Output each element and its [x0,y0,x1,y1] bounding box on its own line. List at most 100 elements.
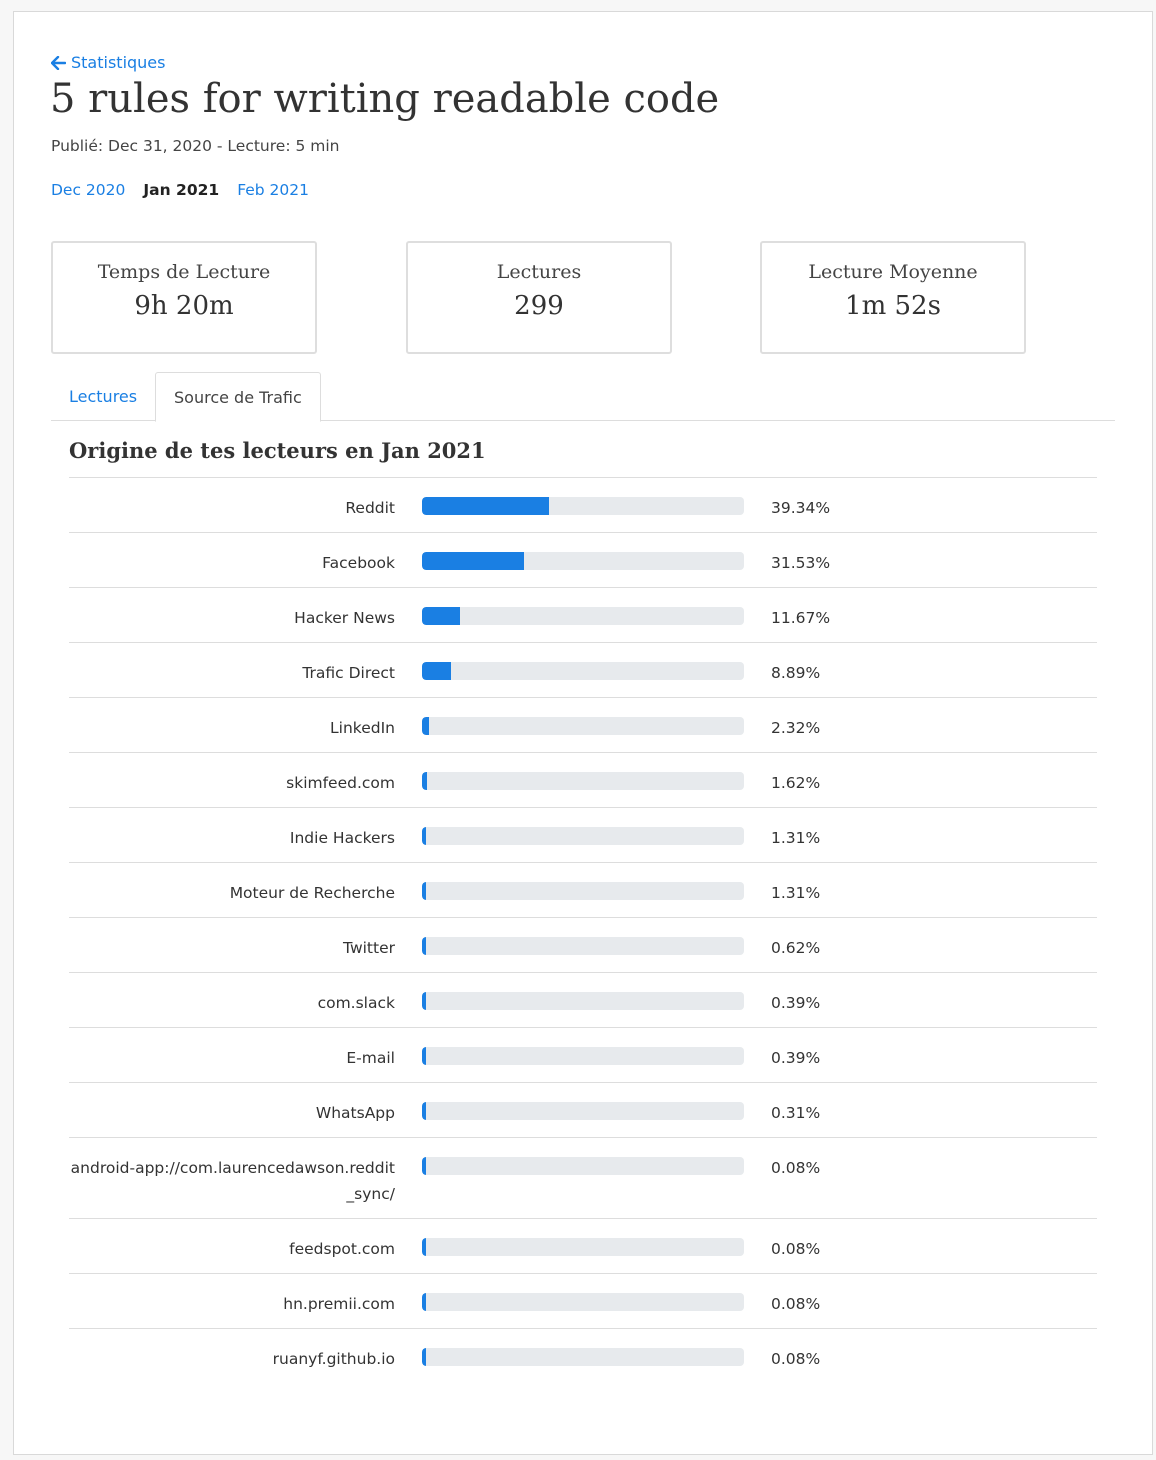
source-bar-track [422,552,744,570]
source-percent: 2.32% [771,719,821,737]
source-percent: 31.53% [771,554,831,572]
source-bar-track [422,827,744,845]
source-bar-track [422,1047,744,1065]
source-bar-fill [422,552,524,570]
source-bar-fill [422,662,451,680]
source-name: Trafic Direct [302,664,395,682]
table-row: Moteur de Recherche 1.31% [69,862,1097,917]
source-bar-fill [422,1348,426,1366]
source-bar-fill [422,937,426,955]
source-bar-track [422,662,744,680]
stat-value: 299 [514,291,564,321]
source-bar-track [422,497,744,515]
source-percent: 0.62% [771,939,821,957]
source-percent: 11.67% [771,609,831,627]
table-row: android-app://com.laurencedawson.reddit_… [69,1137,1097,1218]
source-bar-fill [422,497,549,515]
table-row: Reddit 39.34% [69,477,1097,532]
tab-bar: Lectures Source de Trafic [51,372,1115,422]
source-name: Moteur de Recherche [229,884,395,902]
source-name: android-app://com.laurencedawson.reddit_… [70,1159,395,1203]
tab-reads[interactable]: Lectures [69,387,138,406]
source-bar-track [422,1238,744,1256]
source-name: Indie Hackers [289,829,395,847]
source-percent: 8.89% [771,664,821,682]
source-name: WhatsApp [315,1104,395,1122]
stat-card-reading-time: Temps de Lecture 9h 20m [51,241,317,354]
source-bar-track [422,1348,744,1366]
source-bar-track [422,717,744,735]
source-percent: 1.62% [771,774,821,792]
source-name: Reddit [345,499,395,517]
source-bar-track [422,1102,744,1120]
table-row: com.slack 0.39% [69,972,1097,1027]
source-bar-track [422,1157,744,1175]
table-row: Hacker News 11.67% [69,587,1097,642]
source-percent: 0.39% [771,1049,821,1067]
source-percent: 0.39% [771,994,821,1012]
article-meta: Publié: Dec 31, 2020 - Lecture: 5 min [51,137,340,155]
source-name: feedspot.com [289,1240,395,1258]
source-percent: 0.08% [771,1240,821,1258]
stat-card-reads: Lectures 299 [406,241,672,354]
source-name: Hacker News [294,609,395,627]
source-bar-fill [422,827,427,845]
source-bar-track [422,772,744,790]
back-link-label: Statistiques [71,53,166,72]
source-percent: 0.08% [771,1295,821,1313]
table-row: hn.premii.com 0.08% [69,1273,1097,1328]
month-current: Jan 2021 [143,181,220,199]
month-selector: Dec 2020 Jan 2021 Feb 2021 [51,181,309,199]
table-row: Twitter 0.62% [69,917,1097,972]
source-bar-track [422,1293,744,1311]
table-row: Facebook 31.53% [69,532,1097,587]
source-name: com.slack [317,994,395,1012]
source-name: E-mail [346,1049,395,1067]
source-bar-fill [422,1157,426,1175]
source-percent: 1.31% [771,829,821,847]
source-bar-track [422,882,744,900]
source-name: LinkedIn [330,719,395,737]
page-title: 5 rules for writing readable code [50,76,720,122]
source-bar-fill [422,992,426,1010]
tab-traffic-source[interactable]: Source de Trafic [155,372,321,422]
source-percent: 0.08% [771,1350,821,1368]
table-row: Indie Hackers 1.31% [69,807,1097,862]
source-bar-track [422,937,744,955]
traffic-section-title: Origine de tes lecteurs en Jan 2021 [69,438,486,463]
month-next-link[interactable]: Feb 2021 [237,181,310,199]
source-bar-fill [422,1238,426,1256]
source-bar-fill [422,1047,426,1065]
table-row: skimfeed.com 1.62% [69,752,1097,807]
stat-label: Lectures [496,261,582,283]
table-row: E-mail 0.39% [69,1027,1097,1082]
source-percent: 39.34% [771,499,831,517]
stat-value: 1m 52s [845,291,941,321]
stat-label: Lecture Moyenne [808,261,978,283]
source-bar-fill [422,882,427,900]
source-name: hn.premii.com [283,1295,395,1313]
source-name: skimfeed.com [286,774,395,792]
month-prev-link[interactable]: Dec 2020 [51,181,126,199]
source-bar-fill [422,1102,426,1120]
stat-label: Temps de Lecture [97,261,271,283]
source-bar-fill [422,607,460,625]
back-to-stats-link[interactable]: Statistiques [51,53,165,72]
table-row: Trafic Direct 8.89% [69,642,1097,697]
table-row: feedspot.com 0.08% [69,1218,1097,1273]
table-row: WhatsApp 0.31% [69,1082,1097,1137]
source-name: Twitter [343,939,395,957]
arrow-left-icon [51,55,66,70]
source-percent: 0.08% [771,1159,821,1177]
source-bar-track [422,992,744,1010]
source-name: ruanyf.github.io [272,1350,395,1368]
source-name: Facebook [322,554,395,572]
table-row: LinkedIn 2.32% [69,697,1097,752]
source-bar-fill [422,1293,426,1311]
source-bar-fill [422,772,428,790]
source-percent: 0.31% [771,1104,821,1122]
stat-value: 9h 20m [134,291,234,321]
page-container: Statistiques 5 rules for writing readabl… [13,11,1153,1455]
source-bar-track [422,607,744,625]
table-row: ruanyf.github.io 0.08% [69,1328,1097,1383]
